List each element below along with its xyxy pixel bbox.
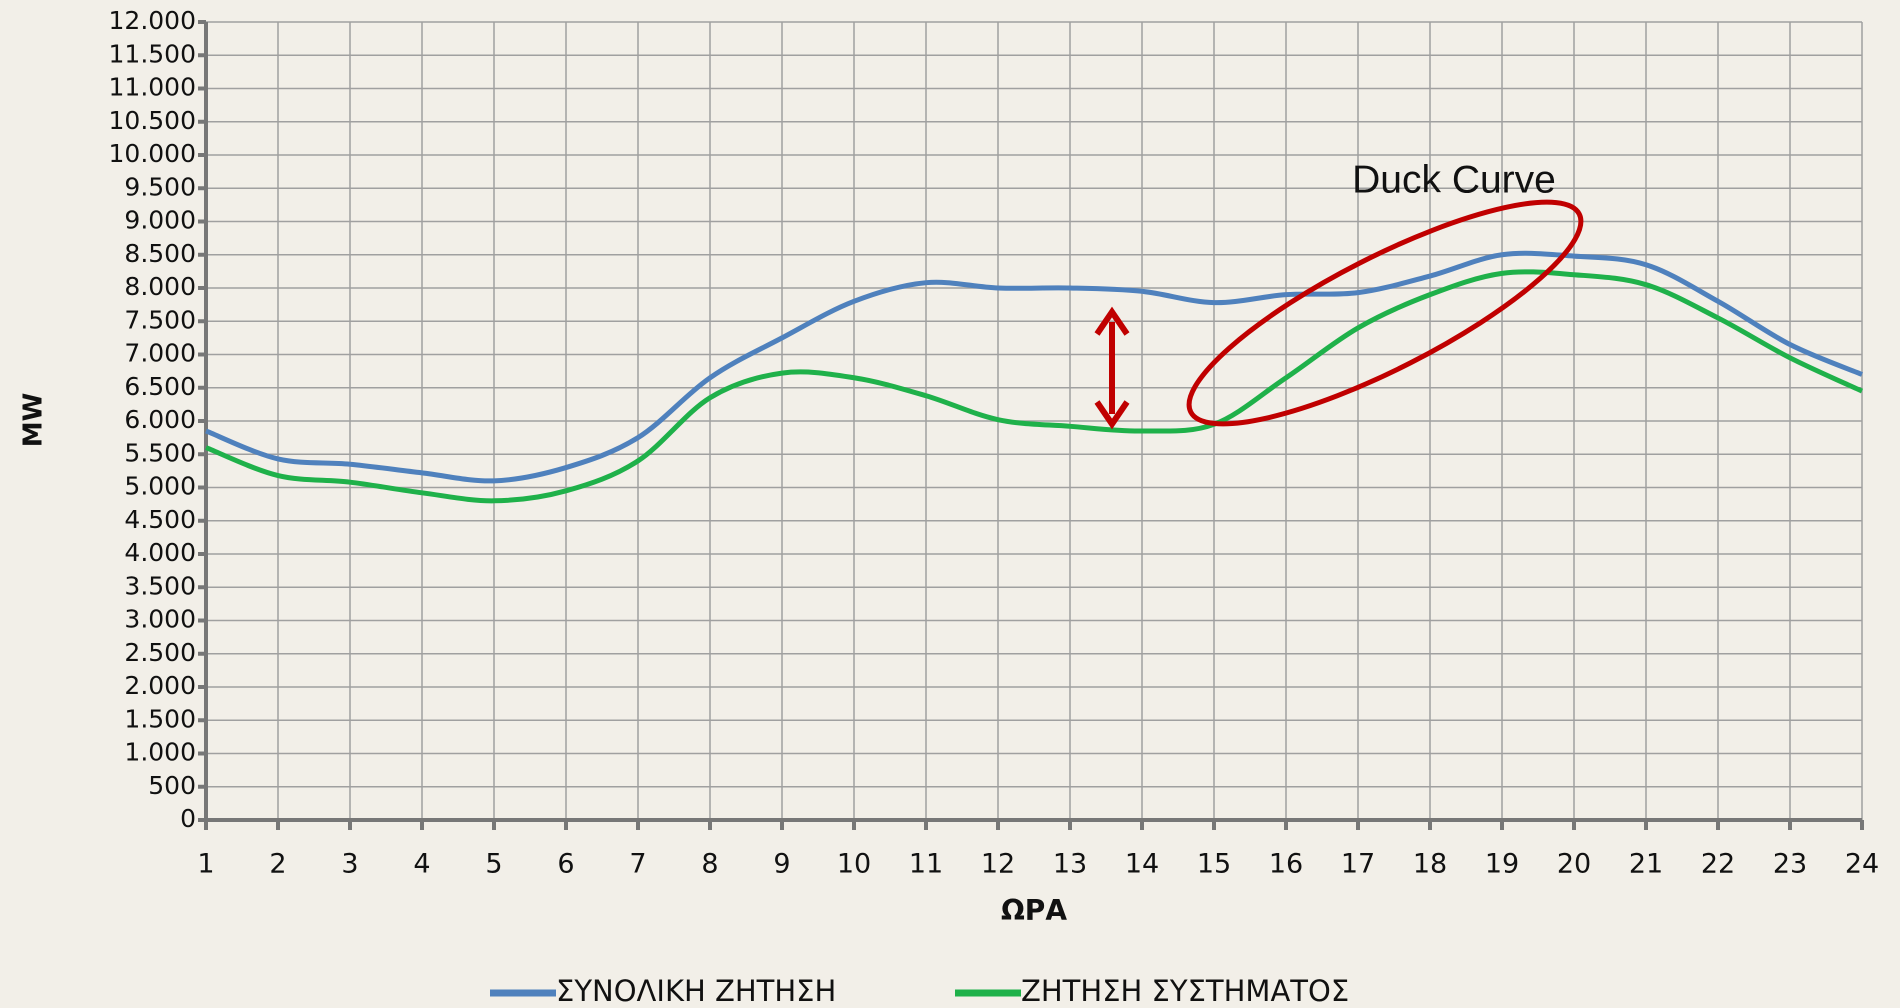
x-axis-title: ΩΡΑ	[1001, 894, 1067, 927]
y-axis-title: MW	[19, 393, 49, 448]
y-tick-label: 10.500	[109, 106, 196, 135]
x-tick-label: 23	[1773, 849, 1807, 880]
x-tick-label: 13	[1053, 849, 1087, 880]
y-tick-label: 3.500	[124, 571, 196, 600]
y-tick-label: 8.000	[124, 272, 196, 301]
x-tick-label: 24	[1845, 849, 1879, 880]
x-tick-label: 16	[1269, 849, 1303, 880]
legend-label: ΖΗΤΗΣΗ ΣΥΣΤΗΜΑΤΟΣ	[1021, 974, 1349, 1008]
y-tick-label: 4.000	[124, 538, 196, 567]
y-tick-label: 7.000	[124, 339, 196, 368]
annotation-ellipse	[1186, 199, 1584, 427]
y-tick-label: 7.500	[124, 305, 196, 334]
x-tick-label: 14	[1125, 849, 1159, 880]
y-tick-label: 6.000	[124, 405, 196, 434]
x-tick-label: 2	[269, 849, 286, 880]
x-tick-label: 7	[629, 849, 646, 880]
y-tick-label: 4.500	[124, 505, 196, 534]
y-tick-label: 11.500	[109, 39, 196, 68]
y-tick-label: 0	[180, 804, 196, 833]
series-line	[205, 250, 1863, 484]
annotation-text: Duck Curve	[1352, 158, 1556, 201]
x-tick-label: 11	[909, 849, 943, 880]
x-tick-label: 17	[1341, 849, 1375, 880]
y-tick-label: 1.000	[124, 738, 196, 767]
x-tick-label: 8	[701, 849, 718, 880]
y-tick-label: 9.500	[124, 172, 196, 201]
x-tick-label: 21	[1629, 849, 1663, 880]
arrow-head	[1094, 306, 1130, 430]
y-tick-label: 2.500	[124, 638, 196, 667]
legend-label: ΣΥΝΟΛΙΚΗ ΖΗΤΗΣΗ	[556, 974, 836, 1008]
x-tick-label: 1	[197, 849, 214, 880]
y-tick-label: 1.500	[124, 704, 196, 733]
x-tick-label: 5	[485, 849, 502, 880]
x-tick-label: 3	[341, 849, 358, 880]
y-tick-label: 11.000	[109, 73, 196, 102]
x-tick-label: 18	[1413, 849, 1447, 880]
x-tick-label: 10	[837, 849, 871, 880]
y-tick-label: 500	[148, 771, 196, 800]
y-tick-label: 3.000	[124, 605, 196, 634]
x-tick-label: 20	[1557, 849, 1591, 880]
y-tick-label: 5.000	[124, 472, 196, 501]
y-tick-label: 2.000	[124, 671, 196, 700]
y-tick-label: 8.500	[124, 239, 196, 268]
x-tick-label: 6	[557, 849, 574, 880]
x-tick-label: 19	[1485, 849, 1519, 880]
y-tick-label: 10.000	[109, 139, 196, 168]
x-tick-label: 15	[1197, 849, 1231, 880]
x-tick-label: 9	[773, 849, 790, 880]
y-tick-label: 5.500	[124, 438, 196, 467]
y-tick-label: 6.500	[124, 372, 196, 401]
y-tick-label: 12.000	[109, 6, 196, 35]
x-tick-label: 22	[1701, 849, 1735, 880]
x-tick-label: 12	[981, 849, 1015, 880]
series-line	[205, 269, 1864, 504]
x-tick-label: 4	[413, 849, 430, 880]
y-tick-label: 9.000	[124, 206, 196, 235]
